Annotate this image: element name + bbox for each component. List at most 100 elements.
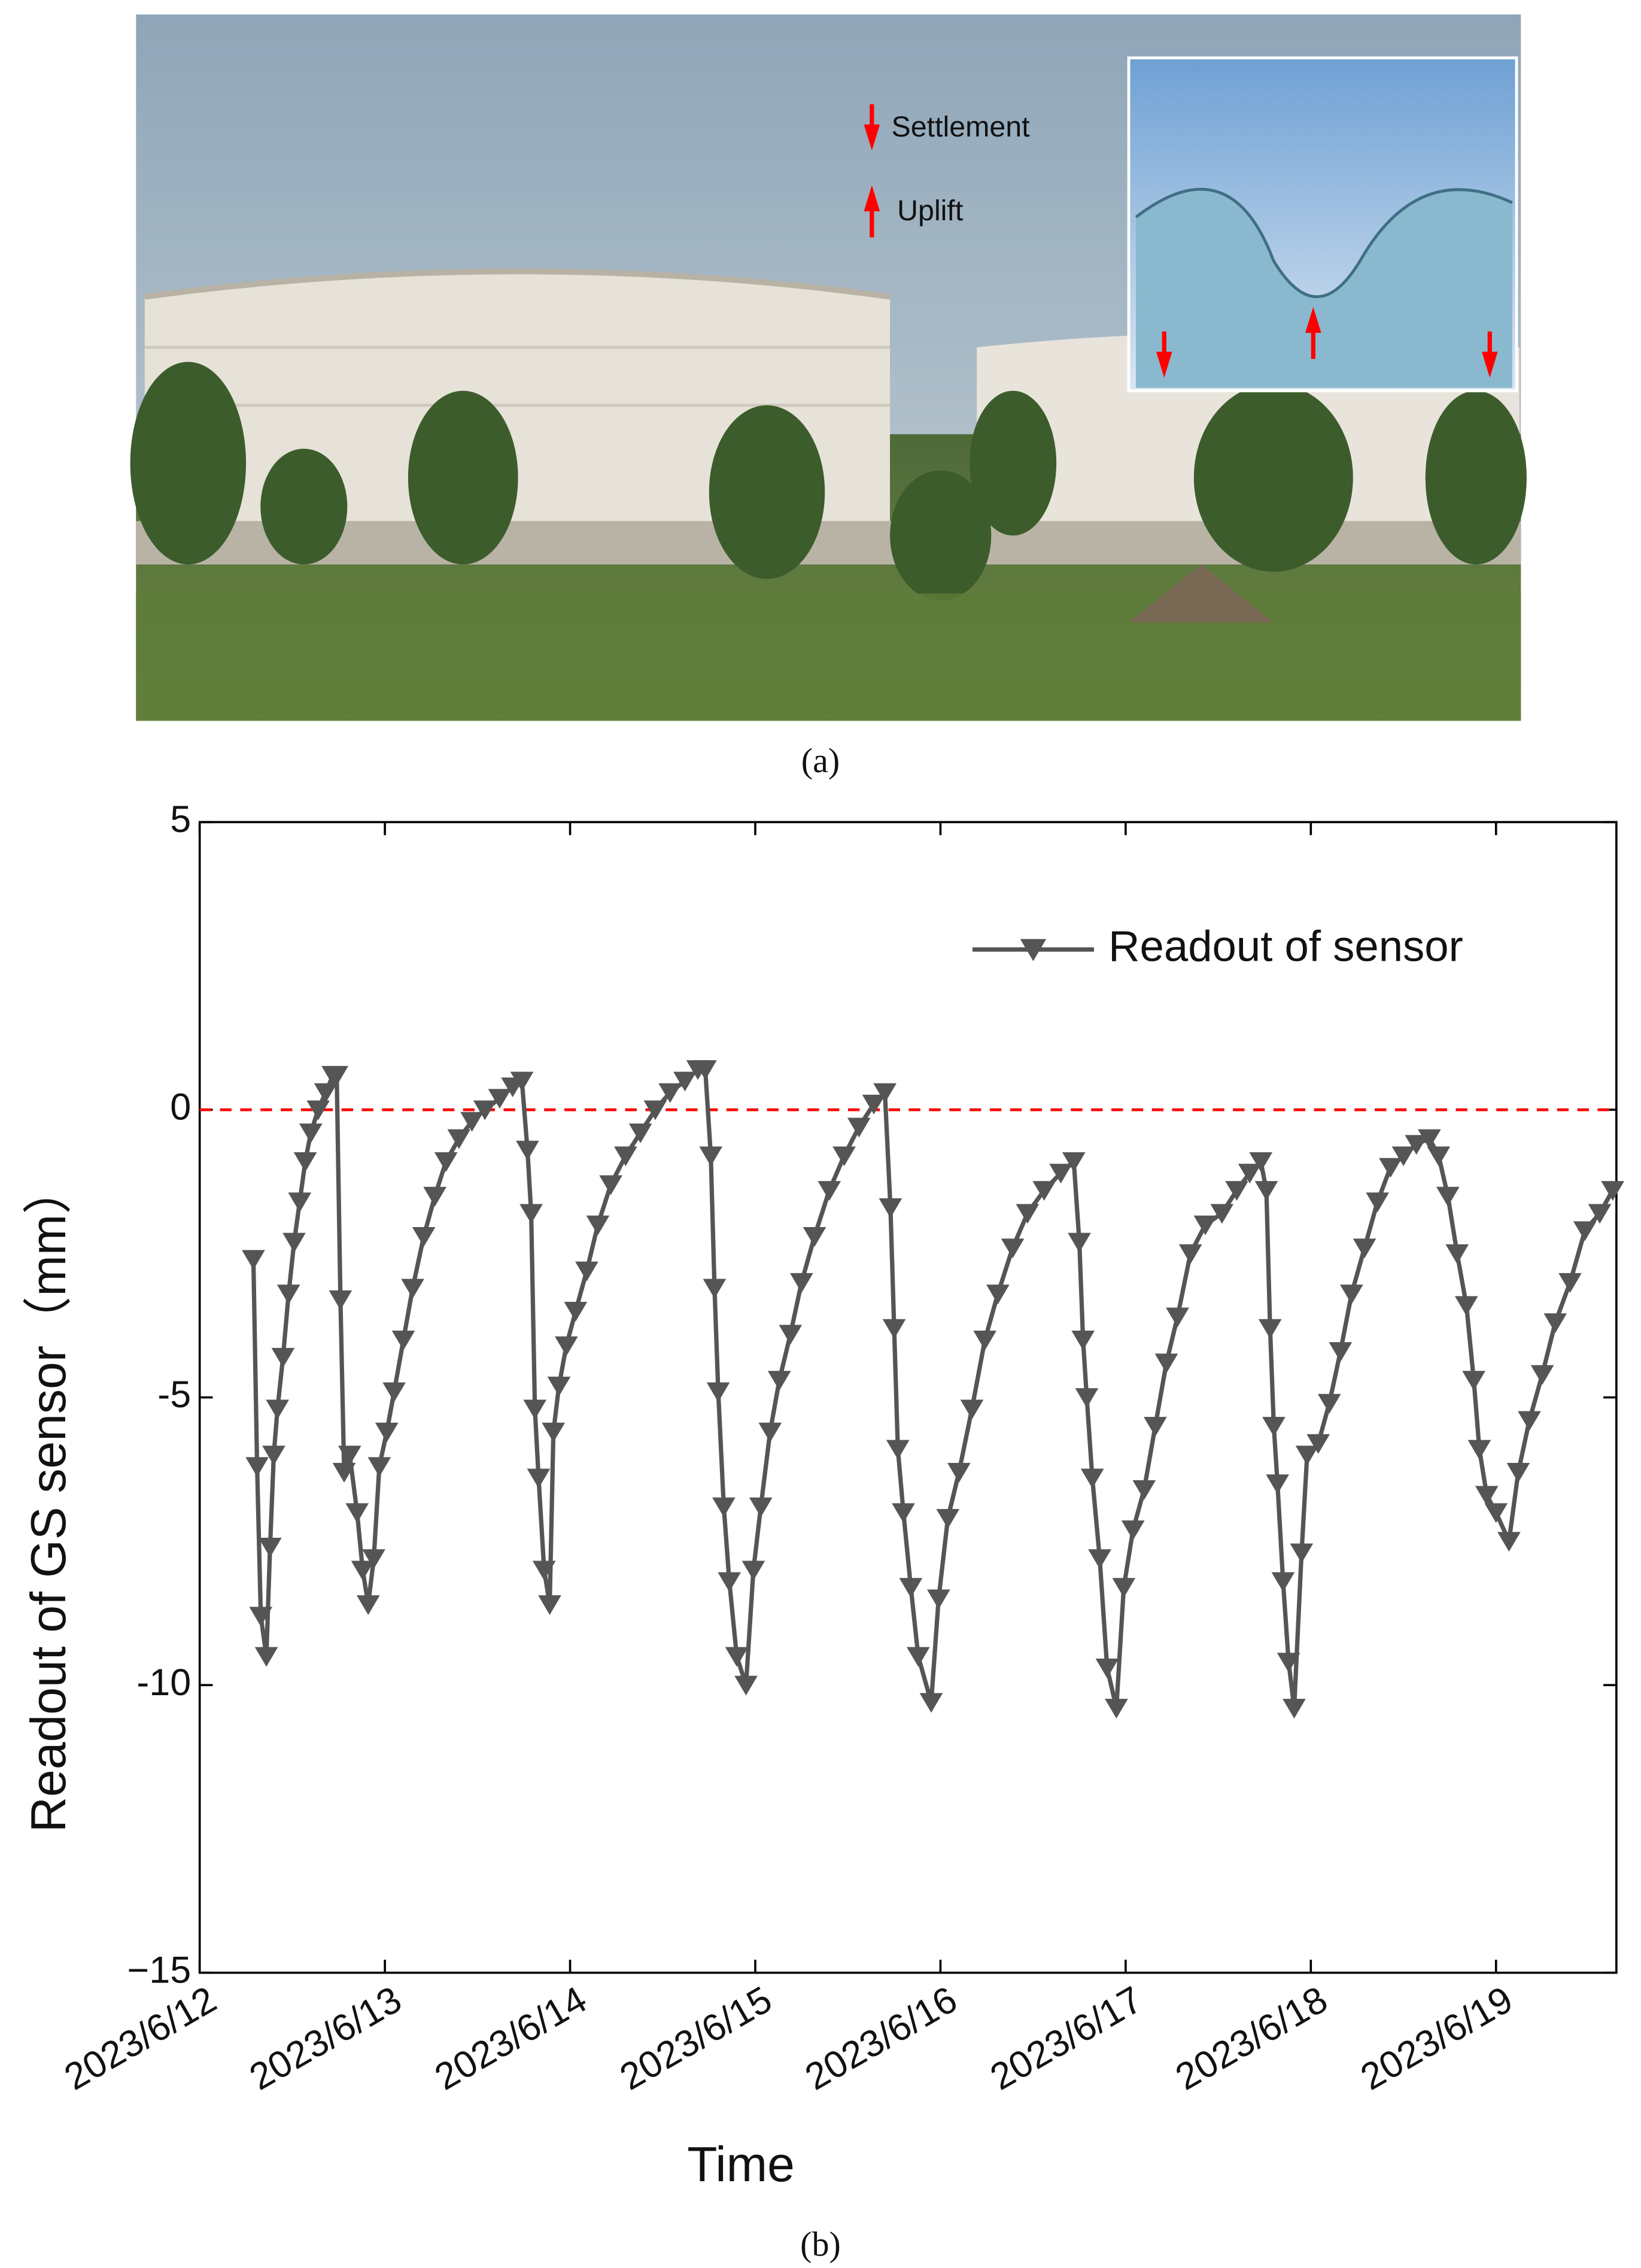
data-point (329, 1290, 352, 1310)
data-point (873, 1083, 897, 1103)
data-point (1210, 1204, 1234, 1224)
panel-a-caption: (a) (801, 741, 840, 780)
data-point (892, 1503, 915, 1523)
data-point (1071, 1330, 1095, 1350)
data-point (1366, 1192, 1390, 1213)
data-point (1418, 1129, 1441, 1149)
data-point (1166, 1307, 1189, 1328)
data-point (1558, 1273, 1582, 1293)
data-point (1588, 1204, 1612, 1224)
uplift-label: Uplift (897, 195, 964, 227)
y-tick-label: 5 (170, 798, 191, 840)
data-point (699, 1146, 723, 1167)
x-tick-label: 2023/6/16 (798, 1978, 964, 2098)
data-point (1405, 1135, 1429, 1155)
data-point (375, 1422, 399, 1443)
data-point (1262, 1417, 1286, 1437)
data-point (628, 1123, 652, 1143)
data-point (1497, 1532, 1521, 1552)
legend-marker (1020, 939, 1047, 961)
data-point (725, 1647, 749, 1667)
data-point (245, 1457, 269, 1477)
data-point (564, 1301, 588, 1322)
data-point (516, 1140, 539, 1161)
data-point (643, 1100, 667, 1121)
data-point (1379, 1158, 1402, 1178)
data-point (1068, 1232, 1091, 1253)
data-point (332, 1463, 356, 1483)
data-point (1032, 1181, 1056, 1201)
data-point (1154, 1353, 1178, 1374)
data-point (1001, 1238, 1025, 1259)
data-point (1601, 1181, 1625, 1201)
data-point (367, 1457, 391, 1477)
data-point (1254, 1181, 1278, 1201)
x-tick-label: 2023/6/18 (1169, 1978, 1335, 2098)
data-point (1225, 1181, 1248, 1201)
data-point (1258, 1319, 1282, 1339)
data-point (927, 1589, 950, 1610)
data-point (832, 1146, 856, 1167)
data-point (254, 1647, 278, 1667)
x-tick-label: 2023/6/15 (613, 1978, 779, 2098)
x-tick-label: 2023/6/19 (1354, 1978, 1520, 2098)
data-point (758, 1422, 782, 1443)
data-point (599, 1175, 622, 1195)
data-point (460, 1112, 484, 1132)
data-point (718, 1572, 742, 1592)
data-point (986, 1285, 1010, 1304)
y-tick-label: −15 (127, 1949, 192, 1991)
data-point (1088, 1549, 1111, 1569)
data-point (886, 1440, 910, 1460)
data-point (1121, 1520, 1145, 1541)
data-point (1518, 1411, 1541, 1431)
data-point (434, 1152, 458, 1172)
data-point (906, 1647, 930, 1667)
data-point (1178, 1244, 1202, 1264)
data-point (712, 1497, 736, 1517)
data-point (899, 1578, 923, 1598)
data-point (1062, 1152, 1086, 1172)
data-point (749, 1497, 773, 1517)
data-point (847, 1118, 871, 1138)
y-tick-label: -10 (136, 1662, 191, 1704)
data-point (538, 1595, 561, 1615)
data-point (1353, 1238, 1376, 1259)
x-tick-label: 2023/6/12 (57, 1978, 223, 2098)
photo: Settlement Uplift (130, 14, 1527, 721)
data-point (575, 1261, 598, 1282)
data-point (510, 1071, 534, 1092)
panel-b-caption: (b) (800, 2224, 841, 2263)
data-point (882, 1319, 906, 1339)
y-tick-label: 0 (170, 1086, 191, 1128)
data-point (1075, 1388, 1099, 1408)
data-point (1095, 1658, 1119, 1678)
data-point (1144, 1417, 1167, 1437)
data-point (1306, 1434, 1330, 1454)
data-point (614, 1146, 637, 1167)
data-point (1467, 1440, 1491, 1460)
data-point (1454, 1296, 1478, 1316)
data-point (382, 1382, 406, 1402)
series-line (251, 1067, 1615, 1709)
data-point (532, 1560, 556, 1581)
data-point (767, 1371, 791, 1391)
data-point (1271, 1572, 1295, 1592)
data-point (1295, 1446, 1319, 1466)
data-point (1016, 1204, 1040, 1224)
data-point (519, 1204, 543, 1224)
data-point (249, 1607, 273, 1627)
data-point (818, 1181, 841, 1201)
data-point (742, 1560, 765, 1581)
data-point (1462, 1371, 1485, 1391)
data-point (262, 1446, 285, 1466)
data-point (473, 1100, 497, 1121)
y-tick-label: -5 (157, 1374, 191, 1416)
data-point (658, 1083, 682, 1103)
data-point (694, 1060, 717, 1080)
data-point (542, 1422, 566, 1443)
data-point (706, 1382, 730, 1402)
data-point (293, 1152, 317, 1172)
data-point (1277, 1653, 1300, 1673)
data-point (1317, 1393, 1341, 1414)
